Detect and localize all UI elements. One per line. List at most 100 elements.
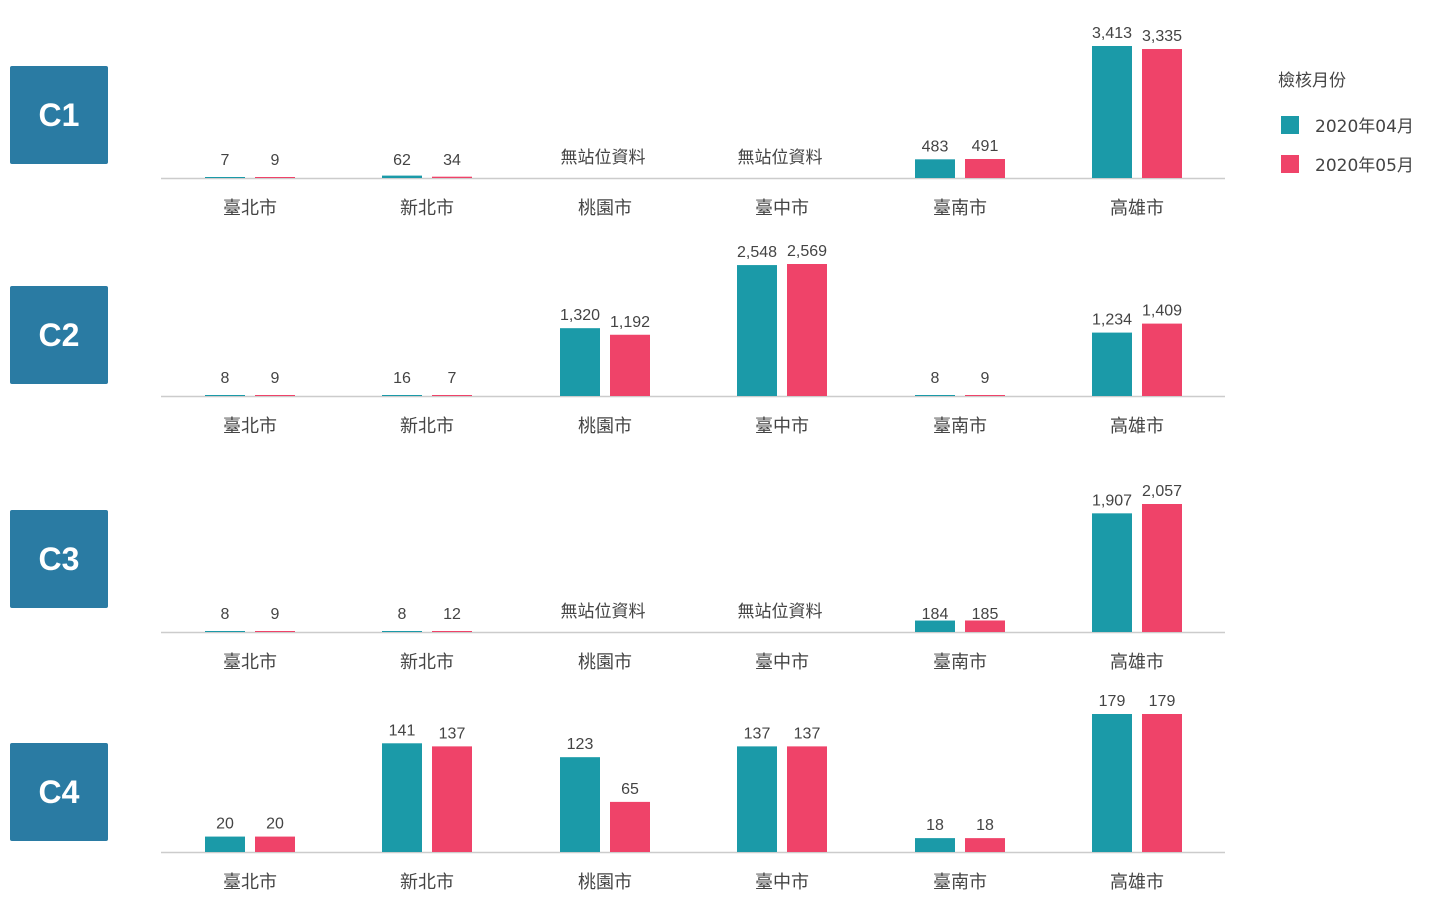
category-label: 新北市 bbox=[400, 416, 454, 437]
category-label: 臺北市 bbox=[223, 872, 277, 893]
bar-apr[interactable] bbox=[915, 838, 955, 852]
bar-apr[interactable] bbox=[737, 746, 777, 852]
bar-may[interactable] bbox=[610, 334, 650, 396]
legend-swatch-may bbox=[1281, 154, 1299, 173]
data-label: 18 bbox=[976, 817, 994, 834]
data-label: 137 bbox=[744, 725, 771, 742]
data-label: 141 bbox=[389, 722, 416, 739]
category-label: 桃園市 bbox=[578, 652, 632, 673]
data-label: 483 bbox=[922, 138, 949, 155]
data-label: 2,569 bbox=[787, 243, 827, 260]
bar-apr[interactable] bbox=[1092, 332, 1132, 396]
category-label: 臺北市 bbox=[223, 652, 277, 673]
bar-may[interactable] bbox=[787, 746, 827, 852]
bar-apr[interactable] bbox=[1092, 46, 1132, 178]
bar-may[interactable] bbox=[965, 395, 1005, 396]
bar-apr[interactable] bbox=[915, 395, 955, 396]
bar-may[interactable] bbox=[965, 159, 1005, 178]
legend-label-apr: 2020年04月 bbox=[1315, 117, 1414, 137]
bar-apr[interactable] bbox=[205, 836, 245, 852]
data-label: 62 bbox=[393, 152, 411, 169]
bar-apr[interactable] bbox=[1092, 513, 1132, 632]
bar-apr[interactable] bbox=[382, 395, 422, 396]
data-label: 65 bbox=[621, 781, 639, 798]
category-label: 臺南市 bbox=[933, 652, 987, 673]
chart-svg: 8 9 臺北市 16 7 新北市 1,320 1,192 桃園市 2,548 2,569 臺中市 8 9 臺… bbox=[161, 243, 1225, 437]
bar-apr[interactable] bbox=[915, 159, 955, 178]
legend-title: 檢核月份 bbox=[1278, 71, 1346, 91]
bar-apr[interactable] bbox=[915, 620, 955, 632]
bar-apr[interactable] bbox=[560, 328, 600, 396]
bar-may[interactable] bbox=[1142, 323, 1182, 396]
bar-may[interactable] bbox=[965, 838, 1005, 852]
data-label: 179 bbox=[1149, 693, 1176, 710]
category-label: 臺中市 bbox=[755, 872, 809, 893]
category-label: 桃園市 bbox=[578, 416, 632, 437]
bar-apr[interactable] bbox=[1092, 714, 1132, 852]
bar-may[interactable] bbox=[255, 631, 295, 632]
bar-may[interactable] bbox=[432, 746, 472, 852]
bar-may[interactable] bbox=[255, 177, 295, 178]
bar-apr[interactable] bbox=[560, 757, 600, 852]
bar-apr[interactable] bbox=[382, 631, 422, 632]
data-label: 9 bbox=[271, 606, 280, 623]
category-label: 臺中市 bbox=[755, 652, 809, 673]
data-label: 9 bbox=[981, 370, 990, 387]
no-data-label: 無站位資料 bbox=[561, 602, 646, 622]
bar-may[interactable] bbox=[432, 176, 472, 178]
data-label: 7 bbox=[448, 370, 457, 387]
bar-may[interactable] bbox=[255, 836, 295, 852]
data-label: 137 bbox=[794, 725, 821, 742]
bar-may[interactable] bbox=[432, 631, 472, 632]
bar-apr[interactable] bbox=[205, 631, 245, 632]
data-label: 8 bbox=[221, 606, 230, 623]
chart-svg: 20 20 臺北市 141 137 新北市 123 65 桃園市 137 137 臺中市 18 18 臺南市… bbox=[161, 693, 1225, 893]
chart-panel-c4: C4 20 20 臺北市 141 137 新北市 123 65 桃園市 137 137 臺中市 18 18 臺… bbox=[0, 672, 1430, 893]
bar-apr[interactable] bbox=[737, 265, 777, 396]
bar-may[interactable] bbox=[1142, 49, 1182, 179]
legend-swatch-apr bbox=[1281, 115, 1299, 134]
bar-may[interactable] bbox=[1142, 504, 1182, 632]
bar-may[interactable] bbox=[255, 395, 295, 396]
data-label: 1,409 bbox=[1142, 303, 1182, 320]
category-label: 桃園市 bbox=[578, 198, 632, 219]
data-label: 9 bbox=[271, 152, 280, 169]
row-label-c3: C3 bbox=[10, 510, 108, 608]
bar-may[interactable] bbox=[787, 264, 827, 396]
bar-may[interactable] bbox=[432, 395, 472, 396]
category-label: 臺南市 bbox=[933, 416, 987, 437]
bar-apr[interactable] bbox=[382, 743, 422, 852]
data-label: 8 bbox=[931, 370, 940, 387]
bar-apr[interactable] bbox=[205, 177, 245, 178]
legend-item-may[interactable]: 2020年05月 bbox=[1278, 144, 1414, 183]
data-label: 1,192 bbox=[610, 314, 650, 331]
data-label: 7 bbox=[221, 152, 230, 169]
legend-label-may: 2020年05月 bbox=[1315, 156, 1414, 176]
category-label: 臺南市 bbox=[933, 872, 987, 893]
category-label: 高雄市 bbox=[1110, 198, 1164, 219]
legend: 檢核月份 2020年04月 2020年05月 bbox=[1278, 66, 1414, 183]
data-label: 20 bbox=[216, 816, 234, 833]
bar-apr[interactable] bbox=[205, 395, 245, 396]
bar-apr[interactable] bbox=[382, 175, 422, 178]
data-label: 16 bbox=[393, 370, 411, 387]
data-label: 179 bbox=[1099, 693, 1126, 710]
bar-may[interactable] bbox=[965, 620, 1005, 632]
no-data-label: 無站位資料 bbox=[561, 148, 646, 168]
category-label: 新北市 bbox=[400, 652, 454, 673]
data-label: 2,057 bbox=[1142, 483, 1182, 500]
row-label-c4: C4 bbox=[10, 743, 108, 841]
row-label-c1: C1 bbox=[10, 66, 108, 164]
category-label: 臺北市 bbox=[223, 416, 277, 437]
data-label: 184 bbox=[922, 606, 949, 623]
bar-may[interactable] bbox=[1142, 714, 1182, 852]
category-label: 高雄市 bbox=[1110, 652, 1164, 673]
bar-may[interactable] bbox=[610, 801, 650, 852]
legend-item-apr[interactable]: 2020年04月 bbox=[1278, 105, 1414, 144]
no-data-label: 無站位資料 bbox=[738, 148, 823, 168]
category-label: 桃園市 bbox=[578, 872, 632, 893]
data-label: 3,335 bbox=[1142, 28, 1182, 45]
data-label: 491 bbox=[972, 138, 999, 155]
data-label: 3,413 bbox=[1092, 25, 1132, 42]
